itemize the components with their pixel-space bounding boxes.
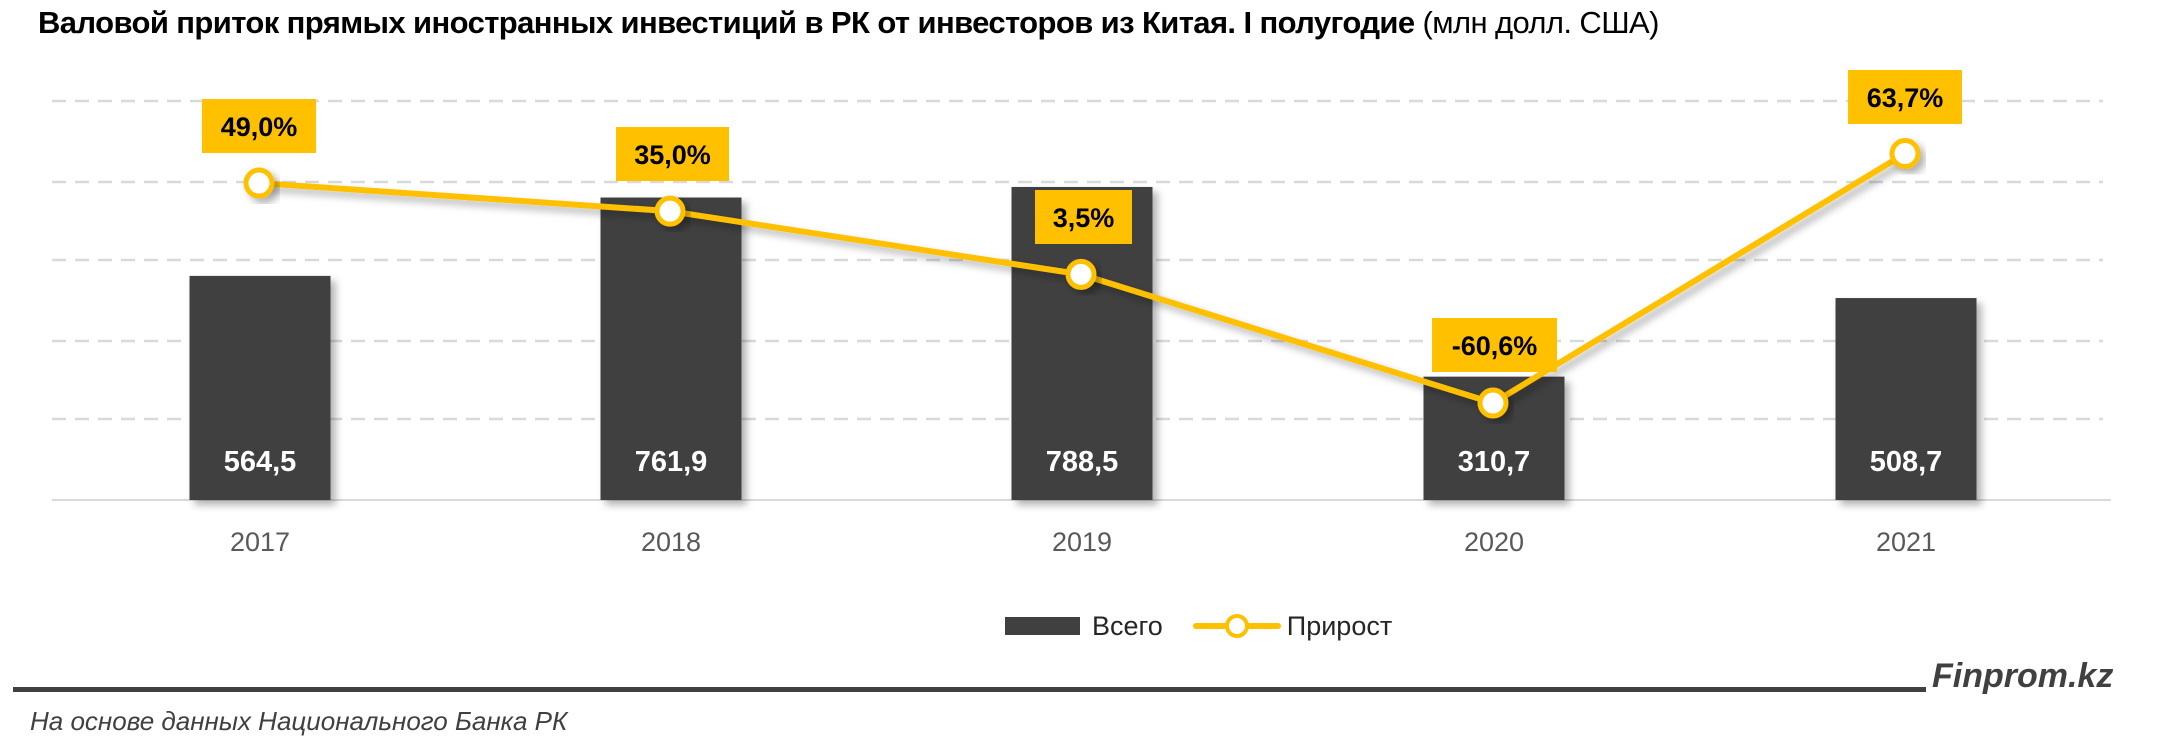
growth-marker-icon [243,167,275,199]
legend: Всего Прирост [1005,610,1392,642]
x-axis-label-2019: 2019 [1051,527,1113,557]
x-axis-label-2018: 2018 [640,527,702,557]
bar-2021 [1835,298,1977,500]
legend-bar-label: Всего [1092,610,1163,641]
bar-value-label: 761,9 [635,446,708,478]
chart-title-unit: (млн долл. США) [1422,5,1660,40]
brand-logo: Finprom.kz [1932,657,2114,695]
chart-title-main: Валовой приток прямых иностранных инвест… [38,5,1415,40]
bar-2017 [189,275,331,500]
bar-value-label: 788,5 [1046,446,1119,478]
footer-divider [13,687,1926,692]
growth-value-label: 3,5% [1053,203,1115,233]
growth-label-box [1848,70,1962,124]
bar-value-label: 310,7 [1458,446,1531,478]
growth-value-label: 63,7% [1867,83,1944,113]
bar-value-label: 564,5 [224,446,297,478]
growth-marker-icon [1065,258,1097,290]
data-labels: 564,5 761,9 788,5 310,7 508,7 49,0% 35,0% 3,5% -… [202,70,1962,478]
growth-label-box [1035,190,1132,244]
growth-value-label: 35,0% [634,140,711,170]
chart-title: Валовой приток прямых иностранных инвест… [38,5,1659,41]
bar-value-label: 508,7 [1870,446,1943,478]
growth-label-box [202,99,316,153]
growth-value-label: -60,6% [1452,331,1538,361]
growth-label-box [1432,318,1557,372]
source-note: На основе данных Национального Банка РК [30,706,568,736]
growth-marker-icon [1889,138,1921,170]
bar-2018 [600,197,742,500]
x-axis-label-2021: 2021 [1875,527,1937,557]
line-series [243,138,1921,419]
growth-marker-icon [1477,387,1509,419]
legend-bar-swatch-icon [1005,617,1080,635]
x-axis-label-2017: 2017 [229,527,291,557]
growth-value-label: 49,0% [221,112,298,142]
x-axis-label-2020: 2020 [1463,527,1525,557]
growth-label-box [616,127,729,181]
legend-line-marker-icon [1192,610,1281,642]
growth-marker-icon [654,195,686,227]
legend-line-label: Прирост [1286,610,1393,641]
